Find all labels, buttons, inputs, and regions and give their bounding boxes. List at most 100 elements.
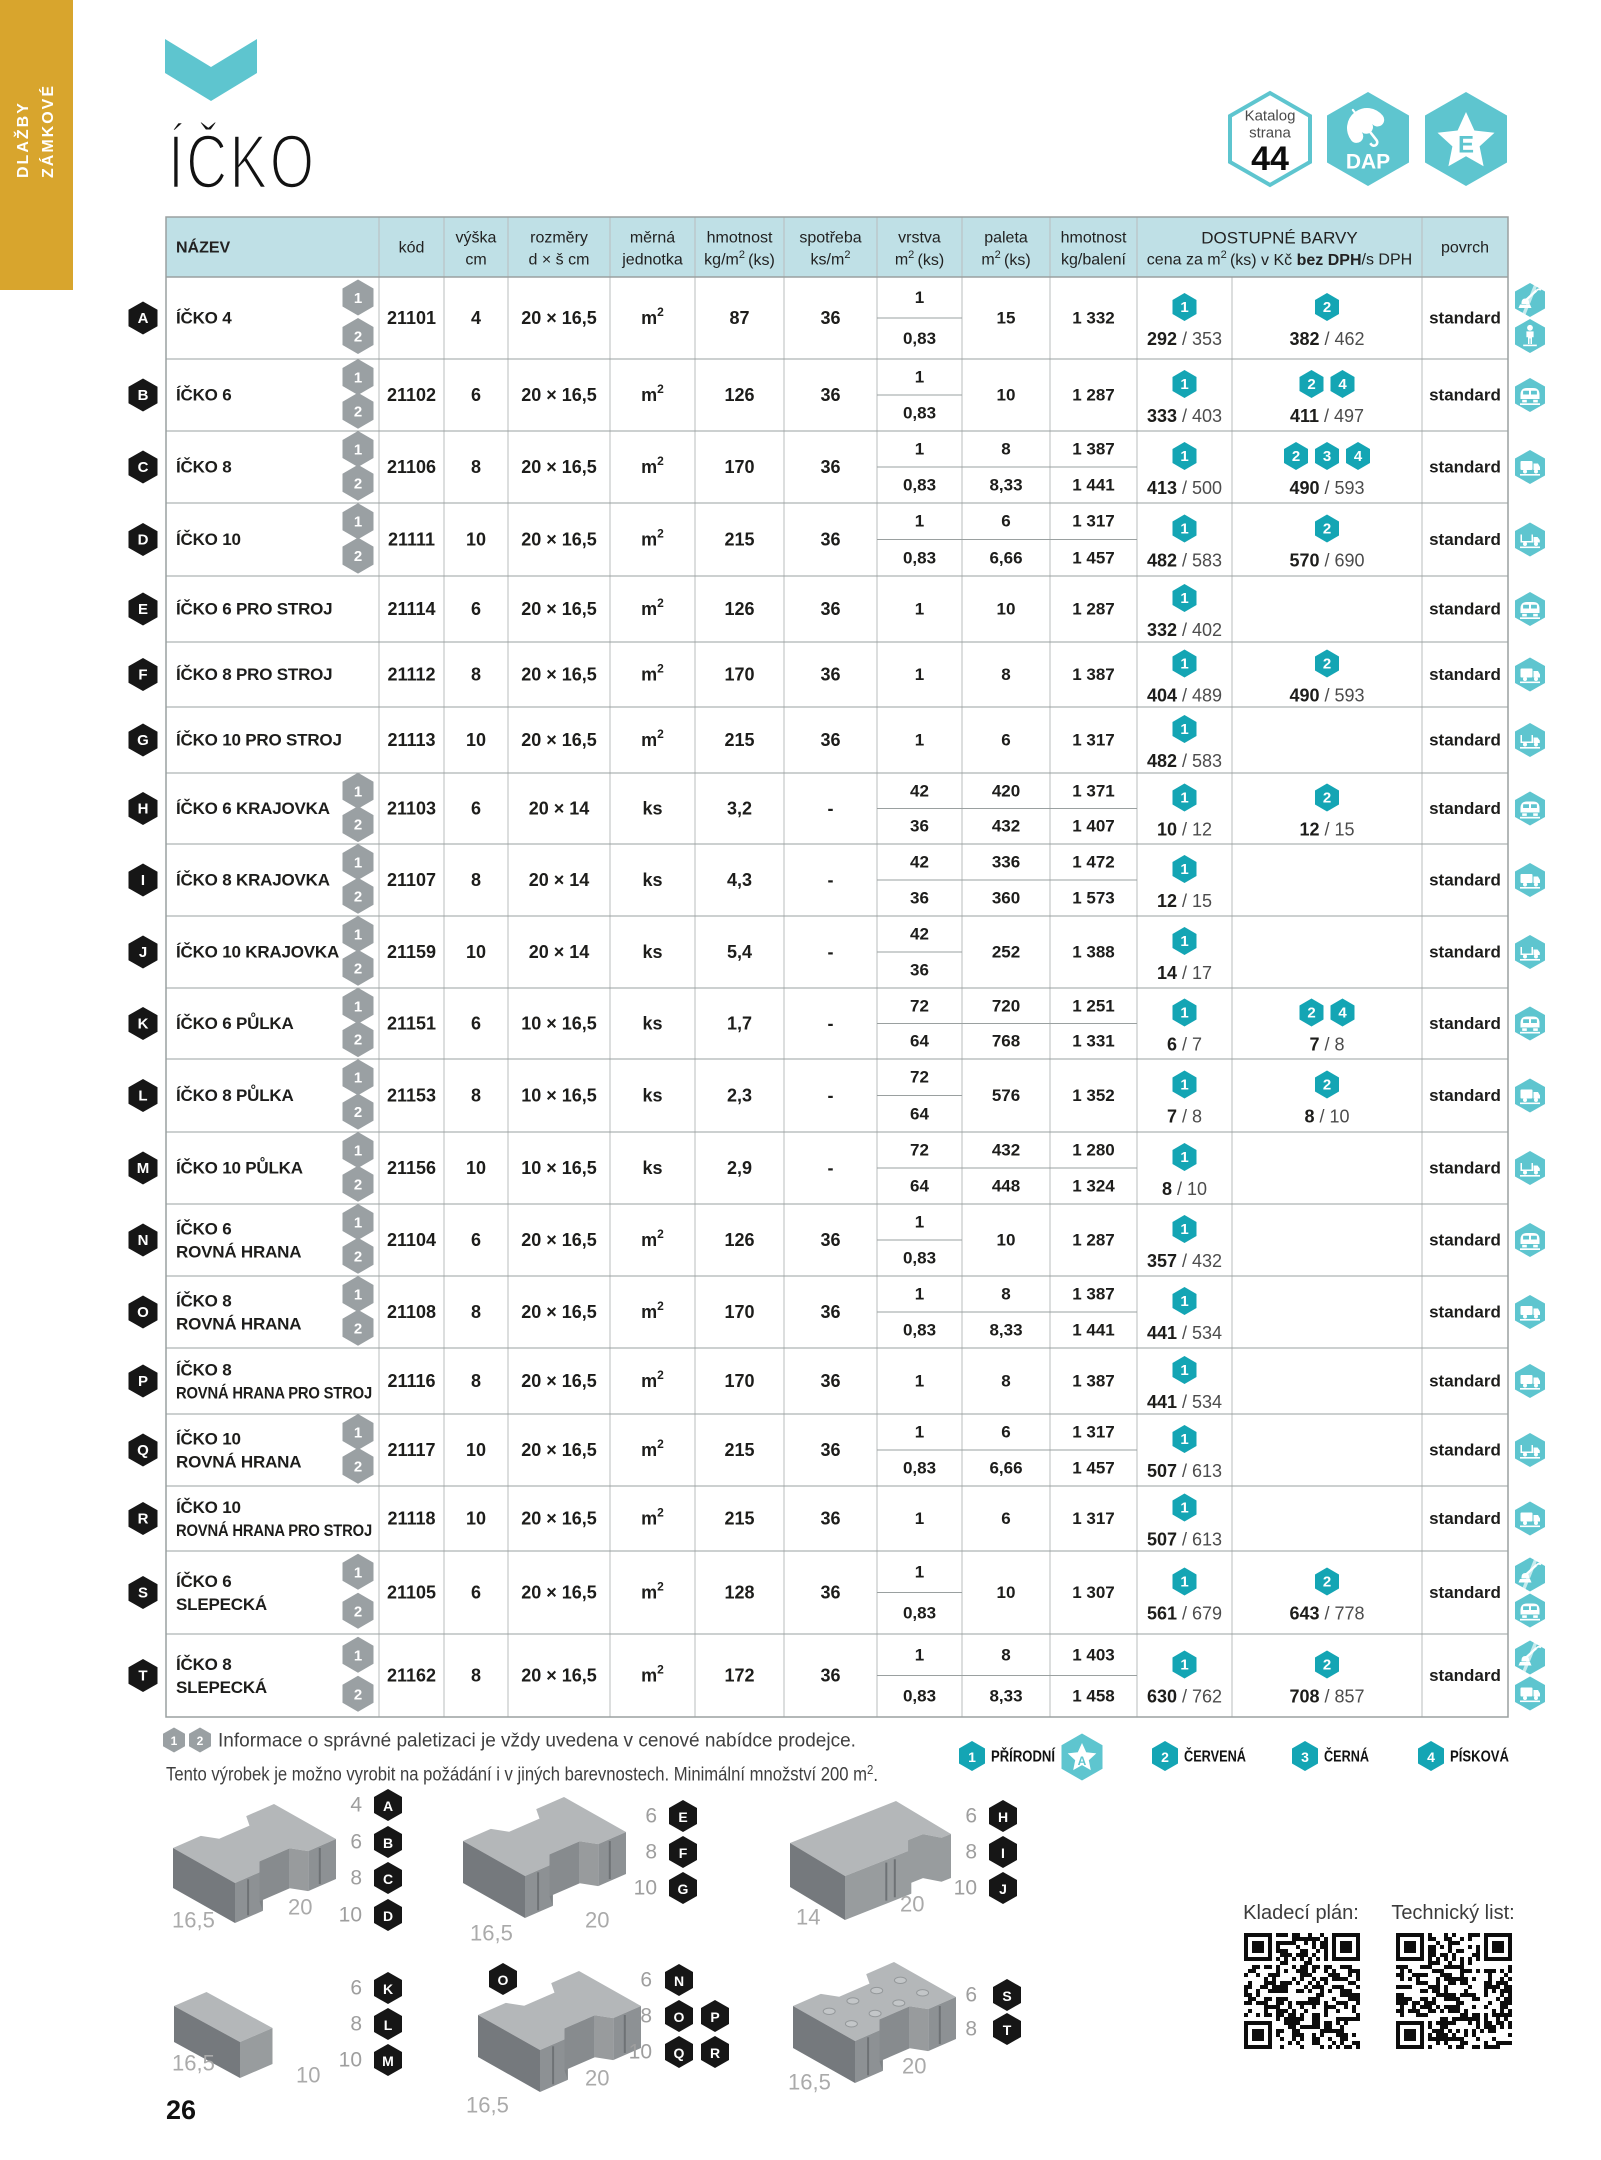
svg-text:1: 1 bbox=[1180, 656, 1188, 673]
svg-text:20 × 14: 20 × 14 bbox=[529, 942, 590, 962]
svg-text:8: 8 bbox=[471, 1666, 481, 1686]
svg-text:kg/m2 (ks): kg/m2 (ks) bbox=[704, 249, 775, 269]
svg-text:42: 42 bbox=[910, 925, 929, 944]
svg-text:2: 2 bbox=[354, 1176, 362, 1193]
svg-text:16,5: 16,5 bbox=[466, 2093, 509, 2118]
svg-text:1: 1 bbox=[915, 1372, 924, 1391]
svg-text:Katalog: Katalog bbox=[1245, 108, 1296, 125]
svg-text:1: 1 bbox=[1180, 933, 1188, 950]
svg-text:ks: ks bbox=[642, 870, 662, 890]
svg-text:1 403: 1 403 bbox=[1072, 1645, 1115, 1664]
svg-text:1 388: 1 388 bbox=[1072, 943, 1115, 962]
svg-text:36: 36 bbox=[820, 665, 840, 685]
svg-text:1: 1 bbox=[354, 1143, 362, 1160]
svg-text:2: 2 bbox=[354, 888, 362, 905]
svg-text:12 / 15: 12 / 15 bbox=[1157, 891, 1212, 911]
svg-text:292 / 353: 292 / 353 bbox=[1147, 329, 1222, 349]
svg-text:PÍSKOVÁ: PÍSKOVÁ bbox=[1450, 1747, 1509, 1766]
svg-text:6: 6 bbox=[471, 1014, 481, 1034]
svg-text:1: 1 bbox=[915, 1509, 924, 1528]
svg-text:Informace o správné paletizaci: Informace o správné paletizaci je vždy u… bbox=[218, 1731, 856, 1752]
svg-text:1 387: 1 387 bbox=[1072, 665, 1115, 684]
svg-text:8,33: 8,33 bbox=[989, 1321, 1022, 1340]
svg-text:36: 36 bbox=[910, 961, 929, 980]
svg-text:72: 72 bbox=[910, 996, 929, 1015]
svg-text:L: L bbox=[384, 2017, 393, 2033]
svg-text:8 / 10: 8 / 10 bbox=[1304, 1107, 1349, 1127]
svg-text:44: 44 bbox=[1251, 140, 1289, 178]
svg-text:1 457: 1 457 bbox=[1072, 1459, 1115, 1478]
svg-text:8: 8 bbox=[471, 457, 481, 477]
svg-text:1: 1 bbox=[354, 1215, 362, 1232]
svg-text:1: 1 bbox=[915, 368, 924, 387]
svg-text:standard: standard bbox=[1429, 943, 1501, 962]
svg-text:ÍČKO 6 PŮLKA: ÍČKO 6 PŮLKA bbox=[176, 1013, 294, 1033]
svg-text:1: 1 bbox=[1180, 721, 1188, 738]
svg-text:1: 1 bbox=[354, 855, 362, 872]
svg-text:ROVNÁ HRANA: ROVNÁ HRANA bbox=[176, 1315, 301, 1334]
svg-text:12 / 15: 12 / 15 bbox=[1299, 820, 1354, 840]
svg-text:S: S bbox=[1002, 1988, 1011, 2004]
svg-text:643 / 778: 643 / 778 bbox=[1289, 1604, 1364, 1624]
svg-text:0,83: 0,83 bbox=[903, 329, 936, 348]
svg-text:20: 20 bbox=[900, 1892, 924, 1917]
svg-text:21104: 21104 bbox=[387, 1230, 436, 1250]
svg-text:1: 1 bbox=[915, 731, 924, 750]
svg-text:4: 4 bbox=[1354, 448, 1363, 465]
svg-text:K: K bbox=[383, 1981, 393, 1997]
svg-text:1 387: 1 387 bbox=[1072, 440, 1115, 459]
svg-text:1,7: 1,7 bbox=[727, 1014, 752, 1034]
svg-text:d × š cm: d × š cm bbox=[529, 252, 590, 269]
svg-text:20 × 16,5: 20 × 16,5 bbox=[521, 1509, 597, 1529]
svg-text:1 331: 1 331 bbox=[1072, 1032, 1115, 1051]
svg-text:standard: standard bbox=[1429, 1231, 1501, 1250]
svg-text:36: 36 bbox=[820, 1583, 840, 1603]
svg-text:21111: 21111 bbox=[388, 530, 435, 550]
svg-text:-: - bbox=[828, 870, 834, 890]
svg-text:6: 6 bbox=[350, 1977, 362, 2000]
svg-text:1: 1 bbox=[915, 288, 924, 307]
svg-text:1: 1 bbox=[354, 1647, 362, 1664]
svg-text:ÍČKO 8: ÍČKO 8 bbox=[176, 458, 231, 477]
svg-text:1 371: 1 371 bbox=[1072, 781, 1115, 800]
svg-text:8: 8 bbox=[640, 2005, 652, 2028]
svg-text:8: 8 bbox=[1001, 665, 1010, 684]
svg-text:1: 1 bbox=[1180, 861, 1188, 878]
svg-text:1: 1 bbox=[1180, 790, 1188, 807]
svg-text:72: 72 bbox=[910, 1068, 929, 1087]
svg-text:-: - bbox=[828, 1158, 834, 1178]
svg-text:360: 360 bbox=[992, 889, 1020, 908]
svg-text:0,83: 0,83 bbox=[903, 1321, 936, 1340]
svg-text:2: 2 bbox=[354, 1104, 362, 1121]
svg-text:DOSTUPNÉ BARVY: DOSTUPNÉ BARVY bbox=[1201, 229, 1358, 248]
svg-text:2: 2 bbox=[1307, 376, 1315, 393]
svg-text:standard: standard bbox=[1429, 1583, 1501, 1602]
svg-text:21162: 21162 bbox=[387, 1666, 436, 1686]
svg-text:1: 1 bbox=[354, 1425, 362, 1442]
svg-text:170: 170 bbox=[724, 1302, 754, 1322]
svg-text:2: 2 bbox=[354, 475, 362, 492]
svg-text:708 / 857: 708 / 857 bbox=[1289, 1687, 1364, 1707]
svg-text:standard: standard bbox=[1429, 871, 1501, 890]
svg-text:4: 4 bbox=[471, 308, 481, 328]
svg-text:20 × 16,5: 20 × 16,5 bbox=[521, 457, 597, 477]
svg-text:1 280: 1 280 bbox=[1072, 1141, 1115, 1160]
svg-text:O: O bbox=[674, 2009, 685, 2025]
svg-text:2: 2 bbox=[1323, 299, 1331, 316]
svg-text:H: H bbox=[998, 1809, 1008, 1825]
svg-text:1 287: 1 287 bbox=[1072, 1231, 1115, 1250]
svg-text:N: N bbox=[674, 1973, 684, 1989]
svg-text:20 × 16,5: 20 × 16,5 bbox=[521, 308, 597, 328]
svg-text:1: 1 bbox=[915, 1423, 924, 1442]
svg-text:ROVNÁ HRANA PRO STROJ: ROVNÁ HRANA PRO STROJ bbox=[176, 1384, 372, 1403]
svg-text:6: 6 bbox=[350, 1831, 362, 1854]
svg-text:1: 1 bbox=[915, 600, 924, 619]
svg-text:21153: 21153 bbox=[387, 1086, 436, 1106]
svg-text:H: H bbox=[138, 801, 149, 818]
svg-text:10: 10 bbox=[466, 942, 486, 962]
svg-text:standard: standard bbox=[1429, 530, 1501, 549]
svg-text:0,83: 0,83 bbox=[903, 1249, 936, 1268]
svg-text:2,9: 2,9 bbox=[727, 1158, 752, 1178]
svg-text:1: 1 bbox=[354, 1564, 362, 1581]
svg-text:ks: ks bbox=[642, 942, 662, 962]
